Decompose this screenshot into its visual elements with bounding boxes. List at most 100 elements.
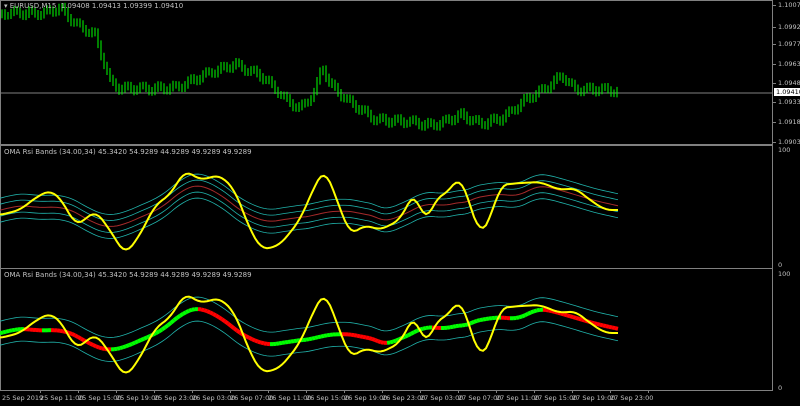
symbol-header: ▾ EURUSD,M15 1.09408 1.09413 1.09399 1.0… (4, 2, 183, 10)
trend-down-segment (374, 338, 379, 344)
trend-up-segment (8, 328, 13, 333)
trend-down-segment (581, 317, 586, 323)
chart-canvas (0, 2, 773, 374)
trend-down-segment (251, 337, 256, 343)
price-tick-label: 1.10075 (778, 1, 800, 9)
trend-down-segment (590, 320, 595, 326)
trend-down-segment (368, 336, 373, 341)
trend-up-segment (146, 334, 151, 340)
trend-up-segment (119, 345, 124, 351)
trend-down-segment (206, 309, 211, 315)
trend-down-segment (235, 328, 242, 335)
trend-up-segment (476, 318, 481, 323)
trend-down-segment (214, 313, 221, 320)
ind2-min: 0 (778, 384, 783, 392)
trend-up-segment (389, 339, 394, 345)
ind1-max: 100 (778, 146, 791, 154)
rsi-line (0, 295, 618, 374)
trend-up-segment (317, 334, 322, 340)
trend-down-segment (263, 341, 268, 346)
price-chart-pane[interactable] (0, 0, 773, 145)
trend-up-segment (175, 314, 182, 320)
trend-up-segment (515, 315, 520, 320)
indicator-1-label: OMA Rsi Bands (34.00,34) 45.3420 54.9289… (4, 148, 252, 156)
trend-up-segment (172, 316, 179, 322)
trend-up-segment (392, 338, 397, 344)
trend-up-segment (160, 325, 167, 332)
time-tick-label: 25 Sep 11:00 (40, 394, 84, 402)
upper-band (0, 173, 619, 215)
trend-down-segment (203, 308, 208, 314)
lower-inner-band (0, 191, 619, 233)
trend-up-segment (533, 308, 538, 314)
price-tick-label: 1.09630 (778, 60, 800, 68)
trend-down-segment (260, 340, 265, 346)
trend-down-segment (254, 338, 259, 344)
current-price-label: 1.09410 (774, 88, 800, 96)
time-tick-label: 25 Sep 2019 (2, 394, 44, 402)
time-tick-label: 26 Sep 15:00 (306, 394, 350, 402)
trend-down-segment (74, 333, 79, 339)
trend-up-segment (473, 318, 478, 324)
trend-up-segment (155, 329, 160, 335)
trend-up-segment (157, 327, 164, 334)
trend-down-segment (611, 325, 616, 331)
indicator-pane-2[interactable] (0, 268, 773, 391)
price-tick-label: 1.09330 (778, 98, 800, 106)
time-tick-label: 27 Sep 03:00 (420, 394, 464, 402)
dropdown-icon[interactable]: ▾ (4, 2, 8, 10)
trend-up-segment (527, 310, 532, 316)
trend-up-segment (404, 333, 409, 339)
trend-up-segment (323, 333, 328, 338)
trend-up-segment (320, 333, 325, 339)
trend-down-segment (86, 340, 91, 346)
trend-down-segment (377, 339, 382, 345)
trend-down-segment (76, 335, 83, 341)
trend-up-segment (314, 335, 319, 340)
trend-down-segment (98, 345, 103, 351)
trend-down-segment (371, 337, 376, 342)
trend-up-segment (134, 339, 139, 345)
trend-down-segment (212, 312, 217, 318)
trend-down-segment (548, 308, 553, 314)
trend-down-segment (605, 324, 610, 329)
trend-up-segment (122, 344, 127, 350)
trend-down-segment (569, 314, 574, 319)
trend-down-segment (248, 335, 253, 341)
trend-down-segment (365, 335, 370, 340)
trend-down-segment (226, 321, 233, 328)
time-tick-label: 27 Sep 07:00 (458, 394, 502, 402)
trend-up-segment (275, 341, 280, 346)
trend-up-segment (125, 343, 130, 349)
trend-down-segment (560, 311, 565, 317)
trend-up-segment (410, 330, 415, 336)
time-tick-label: 27 Sep 11:00 (496, 394, 540, 402)
trend-up-segment (188, 307, 193, 313)
trend-up-segment (518, 314, 523, 320)
trend-up-segment (5, 329, 10, 334)
trend-up-segment (422, 326, 427, 331)
lower-band (0, 197, 619, 239)
trend-down-segment (566, 313, 571, 319)
trend-up-segment (308, 336, 313, 342)
time-tick-label: 26 Sep 23:00 (382, 394, 426, 402)
price-tick-label: 1.09030 (778, 138, 800, 146)
time-tick-label: 26 Sep 03:00 (192, 394, 236, 402)
price-tick-label: 1.09180 (778, 118, 800, 126)
trend-down-segment (223, 319, 230, 326)
trend-up-segment (169, 318, 176, 325)
trend-up-segment (278, 340, 283, 346)
time-tick-label: 25 Sep 19:00 (116, 394, 160, 402)
trend-down-segment (359, 334, 364, 339)
trend-up-segment (536, 307, 541, 313)
trend-up-segment (479, 317, 484, 323)
trend-up-segment (449, 324, 454, 330)
trend-down-segment (551, 309, 556, 314)
trend-down-segment (89, 341, 94, 347)
trend-down-segment (95, 344, 100, 350)
trend-up-segment (11, 327, 16, 333)
trend-down-segment (593, 321, 598, 326)
symbol-label: EURUSD,M15 (9, 2, 57, 10)
trend-down-segment (92, 343, 97, 349)
rsi-line (0, 172, 618, 251)
